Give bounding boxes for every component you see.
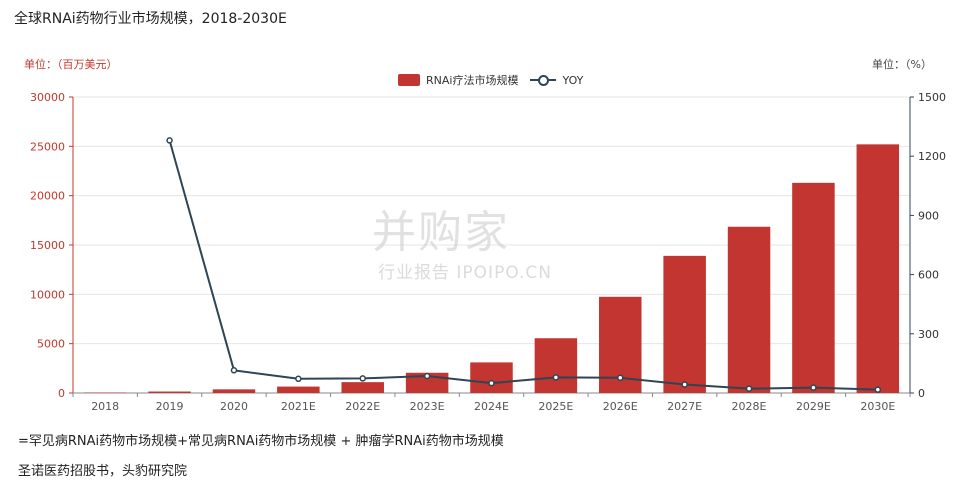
x-tick-label: 2022E: [345, 400, 380, 413]
y-right-tick-label: 1500: [918, 91, 946, 104]
legend-bar-swatch: [398, 74, 420, 86]
x-tick-label: 2021E: [281, 400, 316, 413]
bar-2025e: [534, 338, 578, 393]
bar-2027e: [663, 255, 706, 393]
y-left-tick-label: 10000: [30, 288, 65, 301]
y-left-tick-label: 30000: [30, 91, 65, 104]
y-left-tick-label: 20000: [30, 190, 65, 203]
bar-2022e: [341, 382, 384, 393]
yoy-point: [681, 381, 688, 388]
source-note: 圣诺医药招股书，头豹研究院: [18, 464, 188, 479]
yoy-point: [295, 375, 302, 383]
yoy-point: [874, 386, 882, 393]
bar-2029e: [792, 182, 835, 393]
y-right-tick-label: 300: [918, 328, 939, 341]
yoy-point: [810, 384, 817, 391]
y-right-tick-label: 1200: [918, 150, 946, 163]
legend-bar-label: RNAi疗法市场规模: [426, 74, 519, 87]
x-tick-label: 2025E: [538, 400, 573, 413]
yoy-point: [617, 374, 624, 382]
y-left-tick-label: 0: [58, 387, 65, 400]
legend-line-label: YOY: [562, 73, 584, 87]
yoy-point: [166, 137, 173, 144]
x-tick-label: 2029E: [796, 400, 831, 413]
yoy-point: [230, 367, 238, 374]
legend-item-bar[interactable]: RNAi疗法市场规模: [398, 72, 518, 88]
x-tick-label: 2018: [91, 400, 119, 413]
y-right-tick-label: 900: [918, 209, 939, 222]
y-left-tick-label: 15000: [30, 239, 65, 252]
yoy-point: [552, 374, 560, 381]
yoy-line: [168, 140, 878, 391]
bar-2028e: [727, 226, 771, 393]
y-right-tick-label: 0: [918, 387, 925, 400]
x-tick-label: 2024E: [474, 400, 509, 413]
x-tick-label: 2019: [156, 400, 184, 413]
legend-item-line[interactable]: YOY: [530, 74, 583, 87]
yoy-point: [488, 379, 495, 387]
yoy-point: [423, 372, 431, 380]
y-left-tick-label: 25000: [30, 140, 65, 153]
yoy-point: [745, 385, 753, 392]
bar-2021e: [277, 386, 320, 393]
x-tick-label: 2020: [220, 400, 248, 413]
x-tick-label: 2030E: [860, 400, 895, 413]
footnote: =罕见病RNAi药物市场规模+常见病RNAi药物市场规模 + 肿瘤学RNAi药物…: [18, 434, 504, 449]
right-axis-unit: 单位：（%）: [872, 58, 932, 71]
chart-legend: RNAi疗法市场规模 YOY: [398, 72, 595, 88]
bar-2020: [212, 389, 256, 393]
x-tick-label: 2026E: [603, 400, 638, 413]
left-axis-unit: 单位：（百万美元）: [24, 58, 118, 71]
bar-2018: [83, 392, 127, 394]
x-tick-label: 2023E: [410, 400, 445, 413]
bar-2019: [148, 391, 191, 393]
y-right-tick-label: 600: [918, 269, 939, 282]
legend-line-swatch: [530, 74, 557, 86]
chart-title: 全球RNAi药物行业市场规模，2018-2030E: [14, 11, 287, 27]
x-tick-label: 2028E: [732, 400, 767, 413]
x-tick-label: 2027E: [667, 400, 702, 413]
bar-2030e: [856, 144, 900, 393]
y-left-tick-label: 5000: [37, 338, 65, 351]
yoy-point: [359, 375, 366, 382]
bar-2024e: [470, 362, 513, 393]
